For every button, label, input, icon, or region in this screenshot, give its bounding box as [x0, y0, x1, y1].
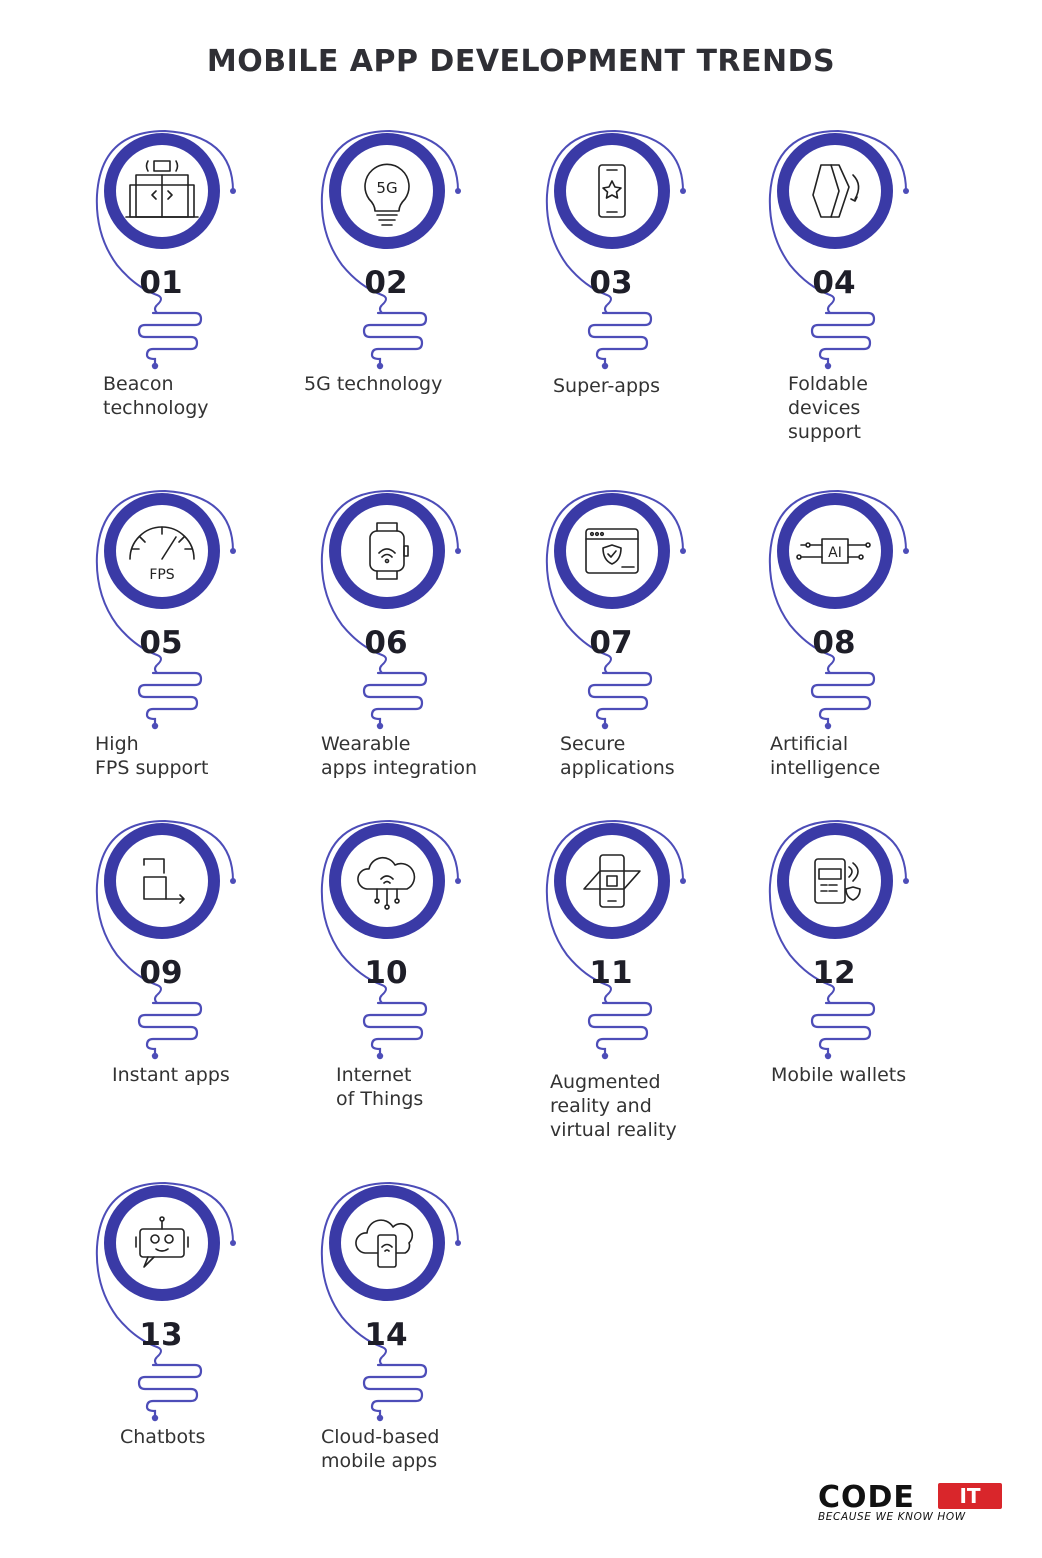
trend-item: 09 Instant apps	[95, 815, 295, 1145]
trend-item: 03 Super-apps	[545, 125, 745, 455]
trend-number: 01	[139, 265, 183, 301]
ar-phone-icon	[583, 854, 641, 908]
trend-label: Super-apps	[553, 375, 660, 397]
bulb-graphic	[768, 819, 909, 1060]
trend-label: Wearable apps integration	[321, 733, 478, 779]
trend-number: 13	[139, 1317, 183, 1353]
bulb-graphic: 5G	[320, 129, 461, 370]
svg-text:AI: AI	[828, 545, 842, 561]
ai-chip-icon: AI	[796, 538, 871, 564]
trend-item: 11 Augmented reality and virtual reality	[545, 815, 745, 1145]
trend-label: Chatbots	[120, 1426, 206, 1448]
trend-item: FPS 05 High FPS support	[95, 485, 295, 815]
trend-label: Instant apps	[112, 1064, 230, 1086]
payment-terminal-icon	[814, 858, 861, 904]
cloud-phone-icon	[355, 1219, 414, 1268]
trend-item: 12 Mobile wallets	[768, 815, 968, 1145]
trend-number: 10	[364, 955, 408, 991]
trend-item: AI 08 Artificial intelligence	[768, 485, 968, 815]
trend-label: Artificial intelligence	[770, 733, 881, 779]
smartwatch-icon	[369, 522, 409, 580]
trend-number: 09	[139, 955, 183, 991]
trend-number: 08	[812, 625, 856, 661]
page-title: MOBILE APP DEVELOPMENT TRENDS	[206, 44, 836, 79]
trend-item: 06 Wearable apps integration	[320, 485, 520, 815]
instant-arrow-icon	[143, 858, 185, 904]
trend-number: 04	[812, 265, 856, 301]
trend-number: 02	[364, 265, 408, 301]
trend-label: 5G technology	[304, 373, 443, 395]
trend-item: 01 Beacon technology	[95, 125, 295, 455]
trend-item: 13 Chatbots	[95, 1177, 295, 1507]
trend-number: 12	[812, 955, 856, 991]
bulb-graphic	[95, 1181, 236, 1422]
bulb-graphic	[545, 129, 686, 370]
svg-text:FPS: FPS	[149, 567, 174, 583]
trend-number: 06	[364, 625, 408, 661]
browser-shield-icon	[585, 528, 639, 574]
trend-number: 11	[589, 955, 633, 991]
svg-text:5G: 5G	[376, 179, 397, 197]
bulb-graphic	[95, 819, 236, 1060]
trend-label: Secure applications	[560, 733, 675, 779]
elevator-beacon-icon	[125, 160, 199, 218]
trend-label: Cloud-based mobile apps	[321, 1426, 440, 1472]
bulb-graphic	[545, 819, 686, 1060]
bulb-graphic: AI	[768, 489, 909, 730]
bulb-graphic: FPS	[95, 489, 236, 730]
trend-label: Mobile wallets	[771, 1064, 907, 1086]
bulb-graphic	[320, 489, 461, 730]
trend-label: Internet of Things	[336, 1064, 424, 1110]
trend-number: 14	[364, 1317, 408, 1353]
bulb-graphic	[768, 129, 909, 370]
trend-label: Augmented reality and virtual reality	[550, 1071, 677, 1141]
5g-bulb-icon: 5G	[364, 163, 410, 226]
phone-star-icon	[598, 164, 626, 218]
cloud-wifi-icon	[357, 856, 416, 910]
trend-label: High FPS support	[95, 733, 209, 779]
bulb-graphic	[320, 819, 461, 1060]
foldable-phone-icon	[812, 164, 860, 218]
logo-brand: CODE	[818, 1480, 915, 1515]
trend-label: Foldable devices support	[788, 373, 868, 443]
trend-number: 03	[589, 265, 633, 301]
robot-chat-icon	[135, 1216, 189, 1268]
trend-item: 5G 02 5G technology	[304, 125, 520, 455]
trend-item: 07 Secure applications	[545, 485, 745, 815]
trend-item: 10 Internet of Things	[320, 815, 520, 1145]
trend-label: Beacon technology	[103, 373, 209, 419]
trend-item: 04 Foldable devices support	[768, 125, 968, 455]
trend-number: 05	[139, 625, 183, 661]
logo-slogan: BECAUSE WE KNOW HOW	[818, 1511, 966, 1523]
logo-suffix: IT	[938, 1483, 1002, 1509]
fps-gauge-icon: FPS	[129, 526, 195, 583]
bulb-graphic	[320, 1181, 461, 1422]
trend-item: 14 Cloud-based mobile apps	[320, 1177, 520, 1507]
trend-number: 07	[589, 625, 633, 661]
code-it-logo: CODE IT BECAUSE WE KNOW HOW	[818, 1480, 1008, 1526]
bulb-graphic	[95, 129, 236, 370]
bulb-graphic	[545, 489, 686, 730]
